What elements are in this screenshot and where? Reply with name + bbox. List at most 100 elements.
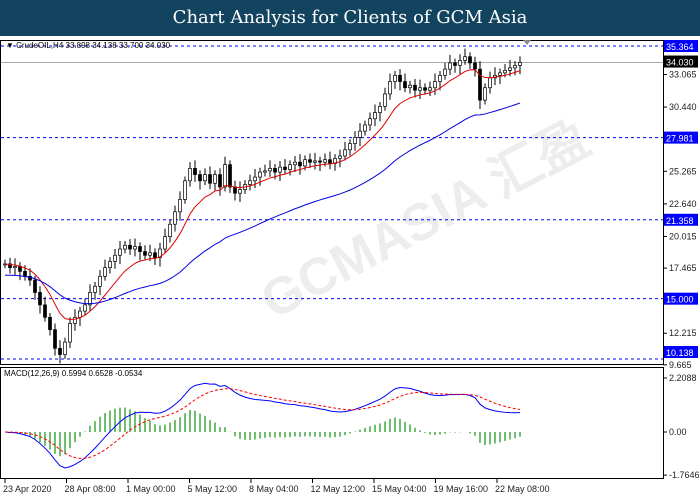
candle <box>23 271 27 277</box>
level-label: 35.364 <box>666 42 694 52</box>
time-label: 19 May 16:00 <box>434 484 489 494</box>
price-tick-label: 30.440 <box>669 102 697 112</box>
candle <box>518 62 522 66</box>
price-chart[interactable]: GCMASIA 汇盈33.06530.44025.26522.64020.015… <box>0 36 700 500</box>
macd-info: MACD(12,26,9) 0.5994 0.6528 -0.0534 <box>4 369 143 378</box>
level-label: 27.981 <box>666 134 694 144</box>
candle <box>223 164 227 188</box>
price-frame <box>0 40 664 365</box>
candle <box>363 124 367 132</box>
current-price-label: 34.030 <box>666 58 694 68</box>
candle <box>503 70 507 74</box>
candle <box>248 180 252 185</box>
candle <box>133 246 137 250</box>
candle <box>313 160 317 163</box>
candle <box>258 171 262 178</box>
candle <box>358 130 362 138</box>
level-tag <box>664 40 698 52</box>
level-tag <box>664 131 698 144</box>
candle <box>173 211 177 225</box>
candle <box>18 266 22 272</box>
candle <box>338 155 342 159</box>
candle <box>63 341 67 355</box>
candle <box>123 244 127 250</box>
candle <box>113 254 117 262</box>
candle <box>183 180 187 200</box>
candle <box>273 168 277 173</box>
candle <box>213 174 217 184</box>
candle <box>88 292 92 306</box>
price-tick-label: 9.665 <box>669 360 692 370</box>
candle <box>288 164 292 170</box>
price-tick-label: 22.640 <box>669 199 697 209</box>
candle <box>158 248 162 259</box>
candle <box>368 118 372 126</box>
candle <box>8 263 12 269</box>
price-tick-label: 25.265 <box>669 166 697 176</box>
candle <box>103 267 107 277</box>
candle <box>108 261 112 269</box>
current-price-tag <box>664 55 698 68</box>
page-title: Chart Analysis for Clients of GCM Asia <box>0 0 700 36</box>
candle <box>488 77 492 89</box>
candle <box>153 252 157 259</box>
candle <box>203 174 207 182</box>
candle <box>128 244 132 250</box>
candle <box>498 72 502 76</box>
candle <box>428 87 432 91</box>
candle <box>463 56 467 61</box>
candle <box>193 168 197 175</box>
candle <box>178 199 182 213</box>
candle <box>13 266 17 269</box>
candle <box>378 106 382 113</box>
candle <box>448 62 452 70</box>
time-label: 5 May 12:00 <box>188 484 238 494</box>
price-tick-label: 20.015 <box>669 231 697 241</box>
shift-marker-icon <box>523 40 531 45</box>
candle <box>403 81 407 89</box>
candle <box>138 246 142 252</box>
candle <box>68 323 72 343</box>
candle <box>438 74 442 82</box>
candle <box>73 316 77 324</box>
candle <box>38 292 42 306</box>
candle <box>233 186 237 194</box>
price-tick-label: 33.065 <box>669 70 697 80</box>
candle <box>33 279 37 293</box>
candle <box>43 304 47 318</box>
candle <box>98 275 102 287</box>
macd-tick-label: 2.2088 <box>669 373 697 383</box>
candle <box>443 68 447 76</box>
candle <box>118 248 122 256</box>
macd-tick-label: -1.7646 <box>669 470 700 480</box>
candle <box>308 159 312 163</box>
candle <box>143 251 147 256</box>
candle <box>53 329 57 349</box>
fast-ma-line <box>4 69 521 320</box>
candle <box>263 170 267 173</box>
level-label: 10.138 <box>666 348 694 358</box>
candle <box>268 168 272 172</box>
price-tick-label: 12.215 <box>669 328 697 338</box>
level-label: 21.358 <box>666 216 694 226</box>
time-label: 1 May 00:00 <box>126 484 176 494</box>
signal-line <box>4 388 521 459</box>
time-label: 8 May 04:00 <box>249 484 299 494</box>
candle <box>418 87 422 91</box>
candle <box>163 236 167 250</box>
candle <box>433 81 437 89</box>
candle <box>413 84 417 91</box>
candle <box>343 149 347 157</box>
candle <box>253 176 257 182</box>
candle <box>473 62 477 70</box>
time-label: 22 May 08:00 <box>495 484 550 494</box>
candle <box>48 316 52 331</box>
candle <box>283 166 287 170</box>
level-tag <box>664 292 698 305</box>
time-label: 15 May 04:00 <box>372 484 427 494</box>
macd-frame <box>0 367 664 479</box>
candle <box>328 159 332 164</box>
candle <box>228 164 232 188</box>
candle <box>398 74 402 82</box>
candle <box>188 168 192 182</box>
